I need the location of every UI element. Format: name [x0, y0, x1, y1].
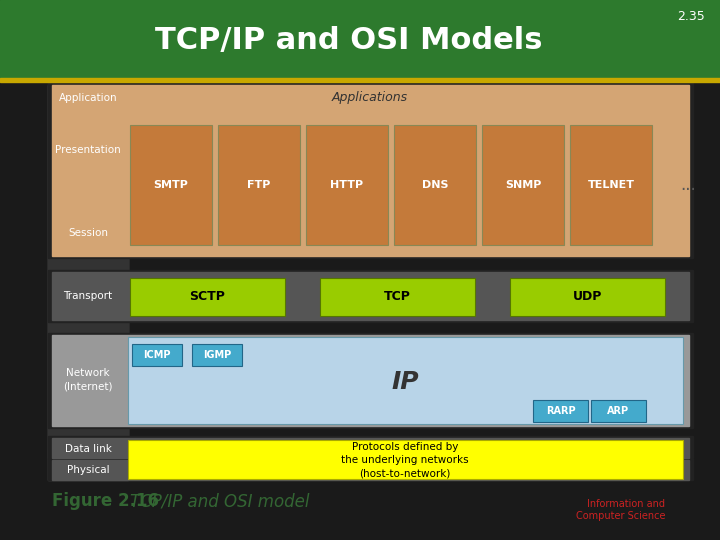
Text: Physical: Physical: [67, 465, 109, 475]
Text: Information and
Computer Science: Information and Computer Science: [575, 499, 665, 521]
Bar: [0, 0, 720, 80]
FancyBboxPatch shape: [132, 344, 182, 366]
Text: TCP: TCP: [384, 291, 411, 303]
FancyBboxPatch shape: [533, 400, 588, 422]
Text: Protocols defined by
the underlying networks
(host-to-network): Protocols defined by the underlying netw…: [341, 442, 469, 478]
FancyBboxPatch shape: [192, 344, 242, 366]
FancyBboxPatch shape: [591, 400, 646, 422]
Bar: [48, 83, 128, 458]
Text: SCTP: SCTP: [189, 291, 225, 303]
FancyBboxPatch shape: [128, 337, 683, 424]
FancyBboxPatch shape: [482, 125, 564, 245]
Bar: [48, 458, 693, 480]
Text: DNS: DNS: [422, 180, 449, 190]
Bar: [52, 460, 689, 480]
FancyBboxPatch shape: [130, 278, 285, 316]
FancyBboxPatch shape: [130, 125, 212, 245]
FancyBboxPatch shape: [306, 125, 388, 245]
Text: RARP: RARP: [546, 406, 575, 416]
Text: Application: Application: [59, 93, 117, 103]
Bar: [52, 272, 689, 320]
Bar: [48, 270, 693, 322]
Text: ICMP: ICMP: [143, 350, 171, 360]
Bar: [52, 438, 689, 458]
Bar: [0, 78, 720, 82]
FancyBboxPatch shape: [570, 125, 652, 245]
Text: IP: IP: [391, 370, 419, 394]
FancyBboxPatch shape: [320, 278, 475, 316]
Bar: [52, 85, 689, 256]
Text: Figure 2.16: Figure 2.16: [52, 492, 159, 510]
Bar: [48, 85, 128, 480]
Bar: [48, 436, 693, 458]
Bar: [48, 83, 693, 258]
Text: TCP/IP and OSI model: TCP/IP and OSI model: [130, 492, 310, 510]
Text: TELNET: TELNET: [588, 180, 634, 190]
Text: SMTP: SMTP: [153, 180, 189, 190]
Text: Presentation: Presentation: [55, 145, 121, 155]
Bar: [52, 335, 689, 426]
Text: FTP: FTP: [247, 180, 271, 190]
Text: ARP: ARP: [608, 406, 629, 416]
Bar: [48, 333, 693, 428]
Text: Transport: Transport: [63, 291, 112, 301]
Text: 2.35: 2.35: [678, 10, 705, 23]
FancyBboxPatch shape: [128, 440, 683, 479]
Text: SNMP: SNMP: [505, 180, 541, 190]
Text: HTTP: HTTP: [330, 180, 364, 190]
FancyBboxPatch shape: [394, 125, 476, 245]
Text: Network
(Internet): Network (Internet): [63, 368, 113, 392]
Text: TCP/IP and OSI Models: TCP/IP and OSI Models: [155, 25, 542, 55]
Text: Data link: Data link: [65, 444, 112, 454]
Text: Session: Session: [68, 228, 108, 238]
Text: ...: ...: [680, 176, 696, 194]
Text: Applications: Applications: [332, 91, 408, 104]
Text: UDP: UDP: [573, 291, 602, 303]
FancyBboxPatch shape: [218, 125, 300, 245]
Text: IGMP: IGMP: [203, 350, 231, 360]
FancyBboxPatch shape: [510, 278, 665, 316]
